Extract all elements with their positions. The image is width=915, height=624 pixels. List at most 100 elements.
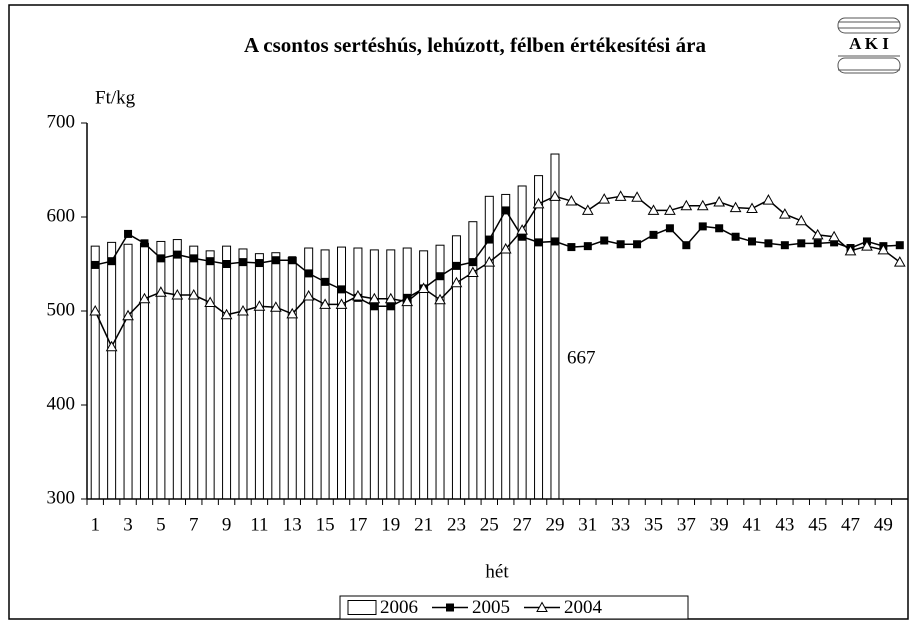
bar bbox=[320, 249, 330, 500]
marker bbox=[368, 292, 381, 304]
x-tick-label: 9 bbox=[222, 514, 232, 535]
x-axis-label: hét bbox=[485, 561, 509, 582]
logo: A K I bbox=[837, 17, 901, 74]
bar bbox=[369, 249, 379, 500]
x-tick-label: 49 bbox=[874, 514, 893, 535]
bar bbox=[287, 256, 297, 500]
y-tick-label: 400 bbox=[47, 393, 76, 414]
marker bbox=[173, 250, 182, 259]
bar bbox=[254, 253, 264, 500]
x-tick-label: 47 bbox=[841, 514, 860, 535]
x-tick-label: 7 bbox=[189, 514, 199, 535]
marker bbox=[830, 238, 839, 247]
marker bbox=[499, 242, 512, 254]
marker bbox=[269, 301, 282, 312]
marker bbox=[237, 304, 249, 316]
bar bbox=[107, 241, 117, 500]
marker bbox=[370, 302, 379, 311]
bar bbox=[304, 247, 314, 500]
marker bbox=[138, 292, 151, 304]
marker bbox=[467, 266, 479, 277]
x-tick-label: 35 bbox=[644, 514, 663, 535]
marker bbox=[779, 208, 791, 219]
legend-label: 2006 bbox=[380, 597, 418, 618]
marker bbox=[616, 240, 625, 249]
bar bbox=[222, 245, 232, 500]
marker bbox=[386, 302, 395, 311]
x-tick-label: 27 bbox=[513, 514, 532, 535]
x-tick-label: 11 bbox=[250, 514, 268, 535]
marker bbox=[764, 239, 773, 248]
marker bbox=[468, 258, 477, 267]
x-tick-label: 45 bbox=[808, 514, 827, 535]
x-tick-label: 25 bbox=[480, 514, 499, 535]
x-tick-label: 15 bbox=[316, 514, 335, 535]
marker bbox=[633, 240, 642, 249]
marker bbox=[271, 256, 280, 265]
marker bbox=[532, 197, 545, 209]
marker bbox=[122, 309, 134, 321]
marker bbox=[550, 237, 559, 246]
bar bbox=[172, 239, 182, 500]
bar bbox=[550, 153, 560, 500]
marker bbox=[187, 288, 200, 300]
marker bbox=[204, 296, 216, 308]
marker bbox=[828, 230, 840, 242]
marker bbox=[861, 240, 873, 251]
marker bbox=[600, 236, 609, 245]
marker bbox=[89, 304, 102, 316]
marker bbox=[877, 243, 890, 255]
marker bbox=[746, 202, 758, 214]
marker bbox=[189, 254, 198, 263]
marker bbox=[304, 269, 313, 278]
x-tick-label: 3 bbox=[123, 514, 133, 535]
marker bbox=[255, 259, 264, 268]
marker bbox=[91, 260, 100, 269]
marker bbox=[302, 289, 315, 301]
x-tick-label: 19 bbox=[381, 514, 400, 535]
x-tick-label: 39 bbox=[710, 514, 729, 535]
bar bbox=[123, 243, 133, 500]
marker bbox=[682, 241, 691, 250]
marker bbox=[485, 235, 494, 244]
marker bbox=[206, 257, 215, 266]
legend-marker bbox=[536, 601, 548, 612]
marker bbox=[220, 308, 233, 320]
marker bbox=[140, 239, 149, 248]
marker bbox=[516, 224, 528, 235]
legend: 2006 2005 2004 bbox=[339, 595, 689, 620]
marker bbox=[748, 237, 757, 246]
x-tick-label: 17 bbox=[348, 514, 367, 535]
marker bbox=[222, 260, 231, 268]
bar bbox=[90, 245, 100, 500]
marker bbox=[501, 206, 510, 215]
bar bbox=[238, 248, 248, 500]
bar bbox=[451, 235, 461, 500]
y-tick-label: 700 bbox=[47, 111, 76, 132]
marker bbox=[614, 190, 627, 201]
marker bbox=[598, 193, 611, 204]
marker bbox=[795, 214, 808, 226]
marker bbox=[286, 307, 299, 319]
marker bbox=[780, 241, 789, 250]
marker bbox=[715, 224, 724, 233]
marker bbox=[813, 239, 822, 248]
marker bbox=[631, 191, 643, 202]
legend-box bbox=[339, 595, 689, 620]
marker bbox=[417, 282, 430, 293]
x-tick-label: 33 bbox=[611, 514, 630, 535]
marker bbox=[713, 195, 726, 207]
marker bbox=[696, 199, 709, 211]
bar bbox=[337, 246, 347, 500]
bar bbox=[156, 240, 166, 500]
marker bbox=[811, 228, 824, 240]
x-tick-label: 37 bbox=[677, 514, 696, 535]
marker bbox=[401, 295, 414, 307]
marker bbox=[384, 292, 397, 304]
marker bbox=[731, 232, 740, 241]
marker bbox=[649, 230, 658, 239]
marker bbox=[647, 204, 660, 215]
marker bbox=[434, 293, 446, 305]
marker bbox=[893, 256, 906, 267]
